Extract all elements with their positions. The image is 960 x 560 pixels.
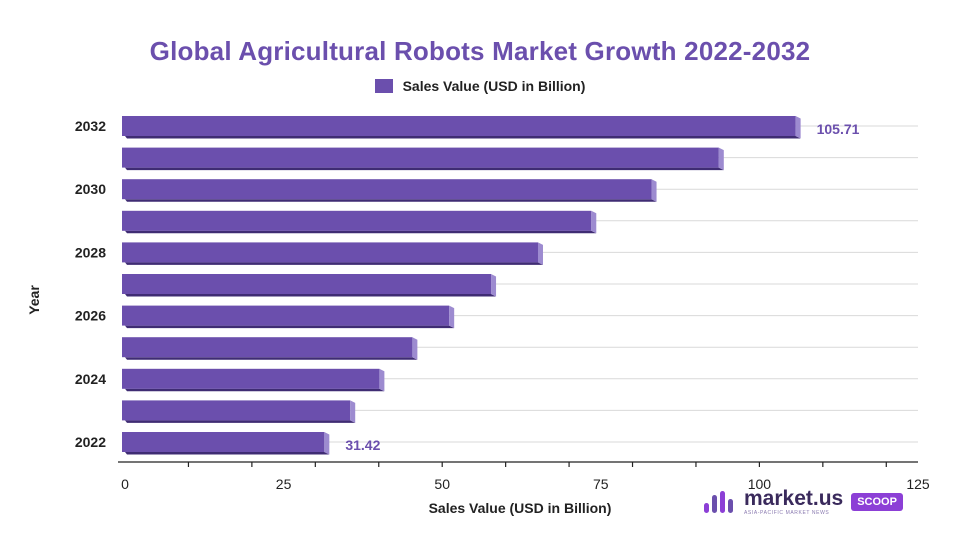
bar	[122, 147, 719, 168]
bar-side-face	[324, 432, 330, 455]
legend-label: Sales Value (USD in Billion)	[402, 78, 586, 94]
y-tick-label: 2028	[75, 244, 106, 260]
bar-side-face	[412, 337, 418, 360]
legend-swatch	[374, 79, 393, 93]
bar	[122, 337, 413, 358]
bar-bottom-face	[125, 136, 801, 139]
x-tick-label: 0	[121, 476, 129, 492]
bar-side-face	[795, 116, 801, 139]
brand-badge: SCOOP	[851, 493, 903, 511]
chart-legend: Sales Value (USD in Billion)	[0, 78, 960, 94]
bar-side-face	[379, 368, 385, 392]
bar	[122, 274, 492, 294]
x-tick-label: 50	[434, 476, 450, 492]
bar-side-face	[491, 274, 497, 297]
bar-bottom-face	[125, 452, 330, 455]
y-tick-label: 2030	[75, 181, 106, 197]
bar	[122, 368, 380, 389]
bar-side-face	[591, 210, 597, 234]
bar-side-face	[350, 400, 356, 423]
bar-bottom-face	[125, 357, 418, 360]
data-label: 105.71	[817, 121, 860, 137]
bar-bottom-face	[125, 230, 597, 234]
y-tick-label: 2032	[75, 118, 106, 134]
brand-name: market.us	[744, 487, 844, 510]
bar-bottom-face	[125, 199, 657, 202]
bar-side-face	[449, 305, 455, 329]
bar-side-face	[718, 147, 724, 171]
x-tick-label: 25	[276, 476, 292, 492]
data-label: 31.42	[345, 437, 380, 453]
x-axis-label: Sales Value (USD in Billion)	[428, 500, 612, 516]
bar	[122, 432, 325, 452]
bar	[122, 242, 538, 263]
x-tick-label: 125	[906, 476, 930, 492]
x-tick-label: 100	[748, 476, 772, 492]
x-tick-label: 75	[593, 476, 609, 492]
bar-bottom-face	[125, 325, 455, 329]
bar	[122, 210, 592, 231]
bar	[122, 179, 652, 200]
chart-title: Global Agricultural Robots Market Growth…	[149, 36, 811, 66]
bar-bottom-face	[125, 262, 543, 265]
bar-bottom-face	[125, 294, 497, 297]
bar	[122, 400, 351, 421]
bar-side-face	[651, 179, 657, 202]
bar-side-face	[537, 242, 543, 265]
brand-tagline: ASIA-PACIFIC MARKET NEWS	[744, 510, 830, 516]
bar-bottom-face	[125, 167, 724, 171]
y-tick-label: 2024	[75, 371, 106, 387]
brand-logo: market.us ASIA-PACIFIC MARKET NEWS SCOOP	[702, 488, 903, 516]
y-tick-label: 2022	[75, 434, 106, 450]
bar	[122, 116, 796, 136]
y-tick-label: 2026	[75, 308, 106, 324]
bar-bottom-face	[125, 388, 385, 392]
bar	[122, 305, 450, 326]
bar-bottom-face	[125, 420, 356, 423]
market-us-logo-icon	[704, 491, 733, 513]
